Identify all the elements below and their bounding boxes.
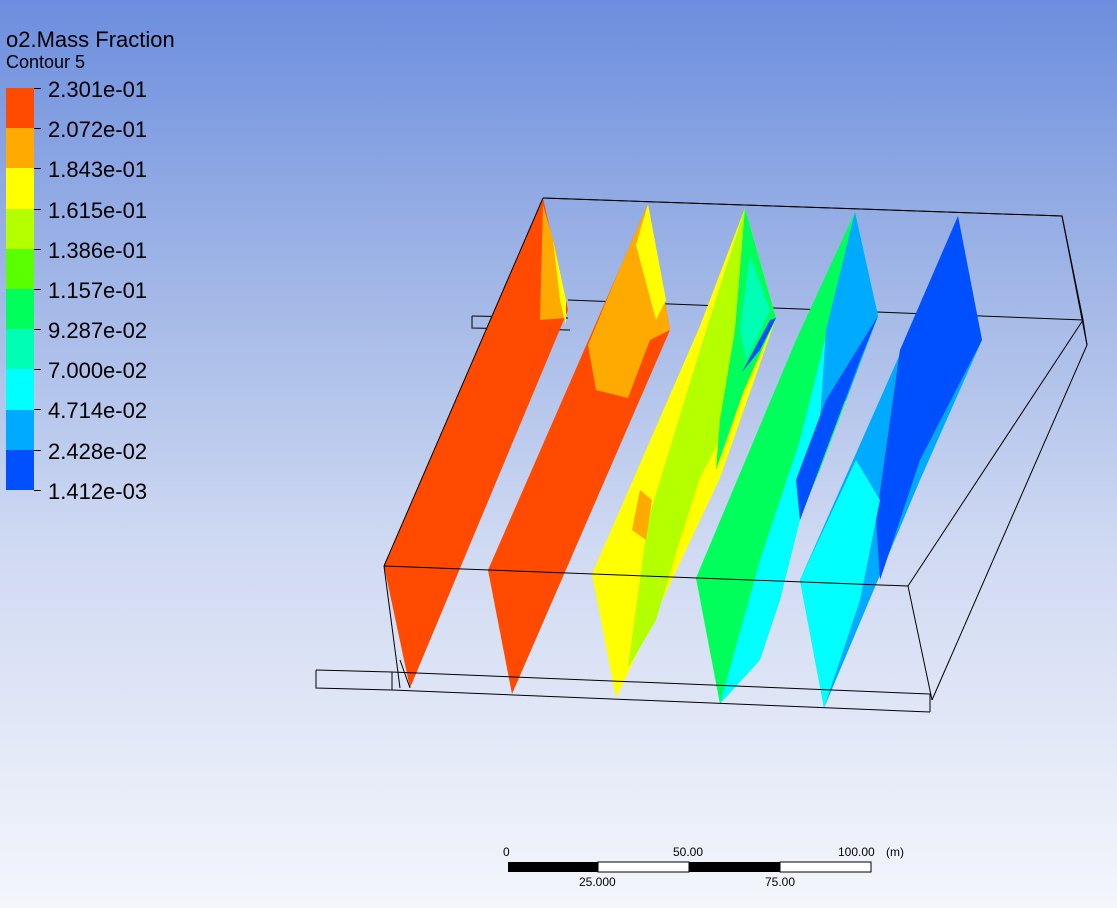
legend-color-bar (6, 88, 34, 490)
legend-level-label: 9.287e-02 (48, 318, 148, 343)
legend-tick (34, 450, 41, 451)
legend-level-label: 1.157e-01 (48, 278, 148, 303)
legend-band (6, 168, 34, 209)
scale-bar (508, 861, 872, 873)
legend-tick (34, 88, 41, 89)
legend-band (6, 409, 34, 450)
legend-tick (34, 409, 41, 410)
scale-unit-label: (m) (886, 845, 904, 859)
scale-label-75: 75.00 (765, 875, 796, 889)
legend-level-label: 7.000e-02 (48, 358, 148, 383)
legend-tick (34, 128, 41, 129)
legend-level-label: 2.072e-01 (48, 117, 148, 142)
legend-level-label: 1.843e-01 (48, 157, 148, 182)
scale-segment-light (779, 861, 872, 873)
legend-tick (34, 209, 41, 210)
legend-level-label: 1.615e-01 (48, 198, 148, 223)
scale-segment-dark (508, 862, 598, 872)
legend-band (6, 88, 34, 129)
contour-plane-5 (800, 216, 982, 708)
legend-tick (34, 490, 41, 491)
legend-variable-title: o2.Mass Fraction (6, 27, 175, 52)
legend-level-label: 2.428e-02 (48, 439, 148, 464)
legend-tick (34, 168, 41, 169)
legend-level-label: 4.714e-02 (48, 398, 148, 423)
domain-wireframe-front (315, 197, 1088, 713)
scale-segment-light (597, 861, 690, 873)
contour-plane-1 (384, 198, 568, 688)
legend-tick (34, 369, 41, 370)
scale-label-100: 100.00 (838, 845, 875, 859)
legend-level-label: 1.386e-01 (48, 238, 148, 263)
legend-band (6, 329, 34, 370)
scale-label-50: 50.00 (673, 845, 704, 859)
legend-contour-name: Contour 5 (6, 52, 86, 72)
legend-level-label: 2.301e-01 (48, 77, 148, 102)
legend-band (6, 449, 34, 490)
legend-band (6, 289, 34, 330)
legend-level-label: 1.412e-03 (48, 479, 148, 504)
legend-band (6, 248, 34, 289)
legend-band (6, 208, 34, 249)
legend-band (6, 128, 34, 169)
legend-band (6, 369, 34, 410)
legend-tick (34, 329, 41, 330)
legend-tick (34, 249, 41, 250)
scale-label-0: 0 (503, 845, 510, 859)
scale-segment-dark (689, 862, 780, 872)
scale-label-25: 25.000 (579, 875, 616, 889)
contour-plane-4 (696, 212, 878, 704)
legend-tick (34, 289, 41, 290)
domain-wireframe-back (471, 197, 1088, 346)
